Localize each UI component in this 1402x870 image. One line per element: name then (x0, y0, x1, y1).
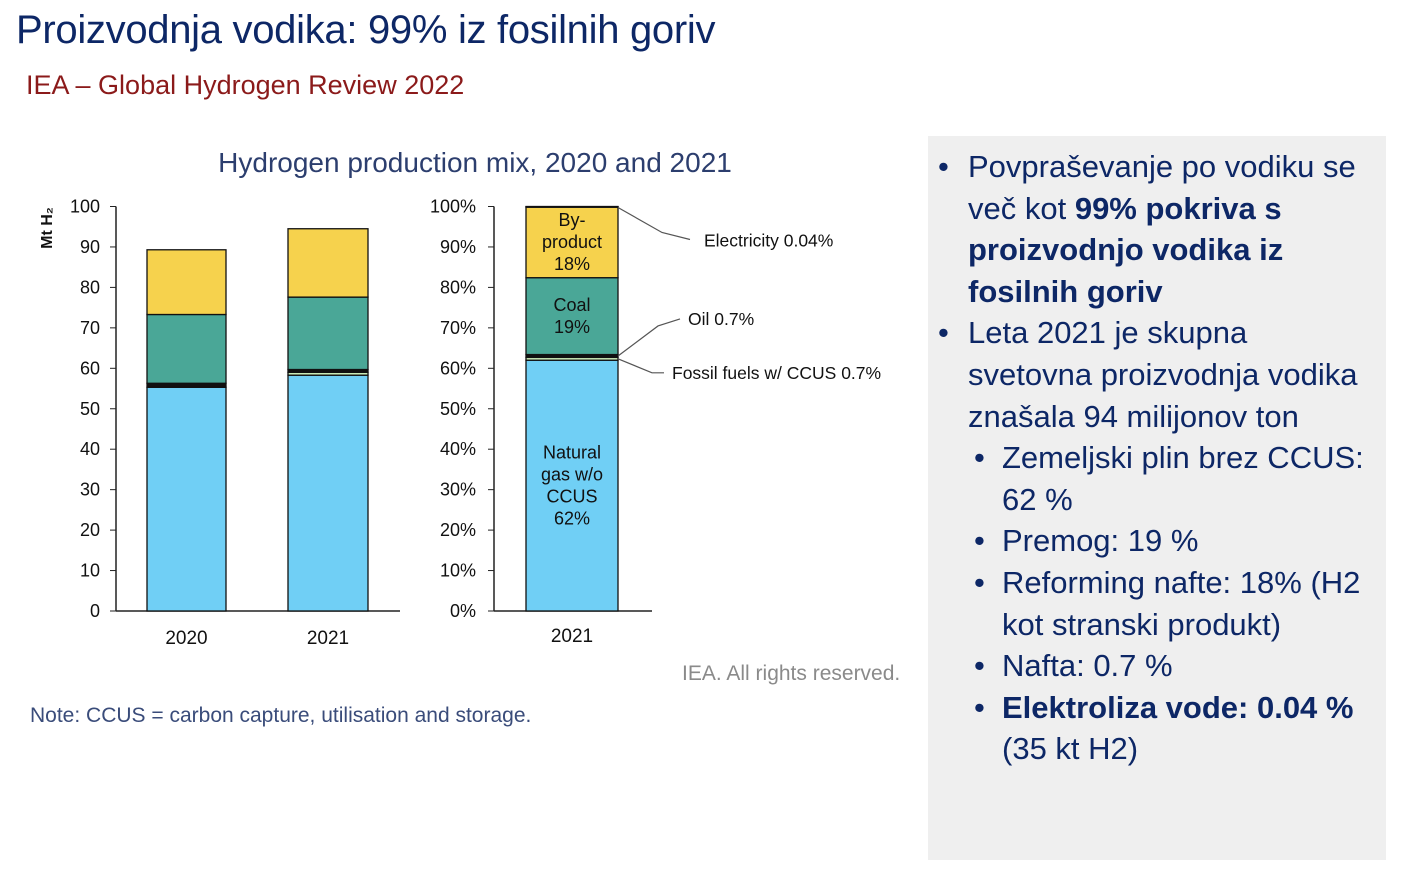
subbullet-coal: Premog: 19 % (928, 520, 1374, 562)
subbullet-electrolysis-bold: Elektroliza vode: 0.04 % (1002, 689, 1354, 725)
mt-ytick-label: 80 (80, 277, 100, 297)
callout-group: Electricity 0.04% Oil 0.7% Fossil fuels w/… (617, 206, 881, 383)
chart-title: Hydrogen production mix, 2020 and 2021 (218, 147, 732, 178)
pct-seg-label-natural_gas: gas w/o (541, 465, 603, 485)
subbullet-natural-gas: Zemeljski plin brez CCUS: 62 % (928, 437, 1374, 520)
bullet-production-2021: Leta 2021 je skupna svetovna proizvodnja… (928, 312, 1374, 437)
electricity-leader-line (617, 206, 691, 241)
pct-ytick-label: 10% (440, 561, 476, 581)
pct-ytick-label: 90% (440, 237, 476, 257)
subbullet-electrolysis: Elektroliza vode: 0.04 % (35 kt H2) (928, 687, 1374, 770)
mt-x-label-2021: 2021 (307, 628, 349, 649)
subbullet-electrolysis-rest: (35 kt H2) (1002, 731, 1139, 767)
pct-ytick-label: 60% (440, 358, 476, 378)
hydrogen-production-chart: Hydrogen production mix, 2020 and 2021 M… (39, 147, 881, 649)
pct-seg-label-natural_gas: Natural (543, 443, 601, 463)
pct-seg-label-byproduct: 18% (554, 254, 590, 274)
pct-seg-label-coal: 19% (554, 317, 590, 337)
subbullet-byproduct: Reforming nafte: 18% (H2 kot stranski pr… (928, 562, 1374, 645)
bullet-demand: Povpraševanje po vodiku se več kot 99% p… (928, 146, 1374, 312)
slide-title: Proizvodnja vodika: 99% iz fosilnih gori… (16, 8, 716, 52)
mt-ytick-label: 50 (80, 399, 100, 419)
mt-2021-bar-natural_gas (287, 374, 369, 612)
mt-2020-bar-byproduct (146, 249, 227, 316)
mt-ytick-label: 30 (80, 480, 100, 500)
mt-ytick-label: 90 (80, 237, 100, 257)
bullet-demand-bold: 99% pokriva s proizvodnjo vodika iz fosi… (968, 190, 1284, 309)
pct-ytick-label: 100% (430, 197, 476, 217)
electricity-callout: Electricity 0.04% (704, 231, 833, 251)
absolute-production-bars: 0 10 20 30 40 50 60 70 80 90 100 2020 2021 (70, 197, 400, 649)
mt-ytick-label: 70 (80, 318, 100, 338)
pct-2021-bar-byproduct (525, 206, 619, 279)
mt-2020-bar-natural_gas (146, 386, 227, 612)
mt-ytick-label: 10 (80, 561, 100, 581)
fossil-ccus-leader-line (617, 358, 664, 374)
mt-ytick-label: 60 (80, 358, 100, 378)
mt-2020-bar-coal (146, 313, 227, 384)
pct-seg-label-natural_gas: CCUS (546, 487, 597, 507)
y-axis-label: Mt H₂ (39, 207, 56, 249)
oil-callout: Oil 0.7% (688, 309, 754, 329)
oil-leader-line (617, 318, 681, 357)
pct-ytick-label: 70% (440, 318, 476, 338)
pct-2021-bar-coal (525, 277, 619, 356)
summary-panel: Povpraševanje po vodiku se več kot 99% p… (928, 136, 1386, 860)
pct-2021-bar-electricity (525, 205, 619, 208)
copyright-credit: IEA. All rights reserved. (682, 662, 901, 685)
pct-ytick-label: 40% (440, 439, 476, 459)
pct-ytick-label: 50% (440, 399, 476, 419)
pct-ytick-label: 0% (450, 601, 476, 621)
mt-ytick-label: 40 (80, 439, 100, 459)
mt-2021-bar-coal (287, 296, 369, 371)
pct-seg-label-natural_gas: 62% (554, 509, 590, 529)
share-production-bars: 0% 10% 20% 30% 40% 50% 60% 70% 80% 90% 100% 2021 Nat… (430, 197, 652, 647)
subbullet-oil: Nafta: 0.7 % (928, 645, 1374, 687)
mt-ytick-label: 0 (90, 601, 100, 621)
pct-ytick-label: 30% (440, 480, 476, 500)
slide-subtitle: IEA – Global Hydrogen Review 2022 (26, 70, 465, 100)
mt-x-label-2020: 2020 (165, 628, 207, 649)
fossil-ccus-callout: Fossil fuels w/ CCUS 0.7% (672, 363, 881, 383)
pct-seg-label-byproduct: product (542, 232, 602, 252)
pct-ytick-label: 80% (440, 277, 476, 297)
chart-note: Note: CCUS = carbon capture, utilisation… (30, 704, 532, 727)
mt-ytick-label: 100 (70, 197, 100, 217)
mt-2021-bar-byproduct (287, 228, 369, 298)
mt-ytick-label: 20 (80, 520, 100, 540)
pct-seg-label-byproduct: By- (559, 210, 586, 230)
pct-x-label-2021: 2021 (551, 626, 593, 647)
pct-ytick-label: 20% (440, 520, 476, 540)
bullet-list: Povpraševanje po vodiku se več kot 99% p… (928, 146, 1374, 770)
pct-seg-label-coal: Coal (553, 295, 590, 315)
pct-2021-bar-natural_gas (525, 359, 619, 612)
bullet-demand-text: Povpraševanje po vodiku se več kot (968, 149, 1356, 226)
